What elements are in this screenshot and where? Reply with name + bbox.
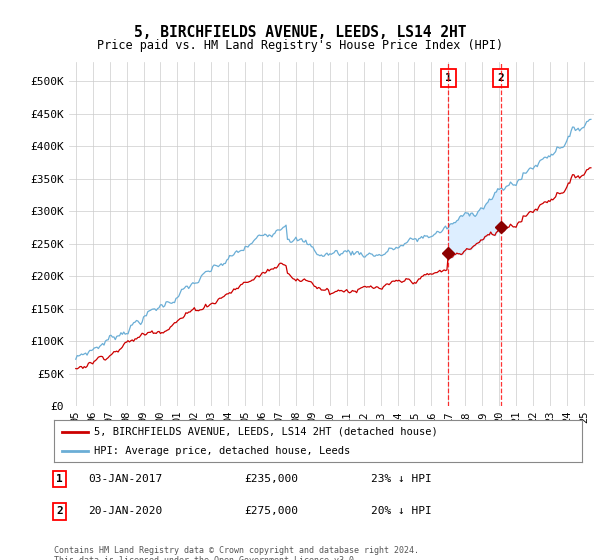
Text: 23% ↓ HPI: 23% ↓ HPI xyxy=(371,474,431,484)
Text: 20-JAN-2020: 20-JAN-2020 xyxy=(88,506,163,516)
Text: 20% ↓ HPI: 20% ↓ HPI xyxy=(371,506,431,516)
Text: 5, BIRCHFIELDS AVENUE, LEEDS, LS14 2HT: 5, BIRCHFIELDS AVENUE, LEEDS, LS14 2HT xyxy=(134,25,466,40)
Text: Price paid vs. HM Land Registry's House Price Index (HPI): Price paid vs. HM Land Registry's House … xyxy=(97,39,503,52)
Text: 1: 1 xyxy=(56,474,62,484)
Text: £275,000: £275,000 xyxy=(244,506,298,516)
Text: 5, BIRCHFIELDS AVENUE, LEEDS, LS14 2HT (detached house): 5, BIRCHFIELDS AVENUE, LEEDS, LS14 2HT (… xyxy=(94,427,437,437)
Text: 1: 1 xyxy=(445,73,452,83)
Text: 03-JAN-2017: 03-JAN-2017 xyxy=(88,474,163,484)
Text: £235,000: £235,000 xyxy=(244,474,298,484)
Text: 2: 2 xyxy=(497,73,504,83)
Text: HPI: Average price, detached house, Leeds: HPI: Average price, detached house, Leed… xyxy=(94,446,350,456)
Text: Contains HM Land Registry data © Crown copyright and database right 2024.
This d: Contains HM Land Registry data © Crown c… xyxy=(54,546,419,560)
Text: 2: 2 xyxy=(56,506,62,516)
